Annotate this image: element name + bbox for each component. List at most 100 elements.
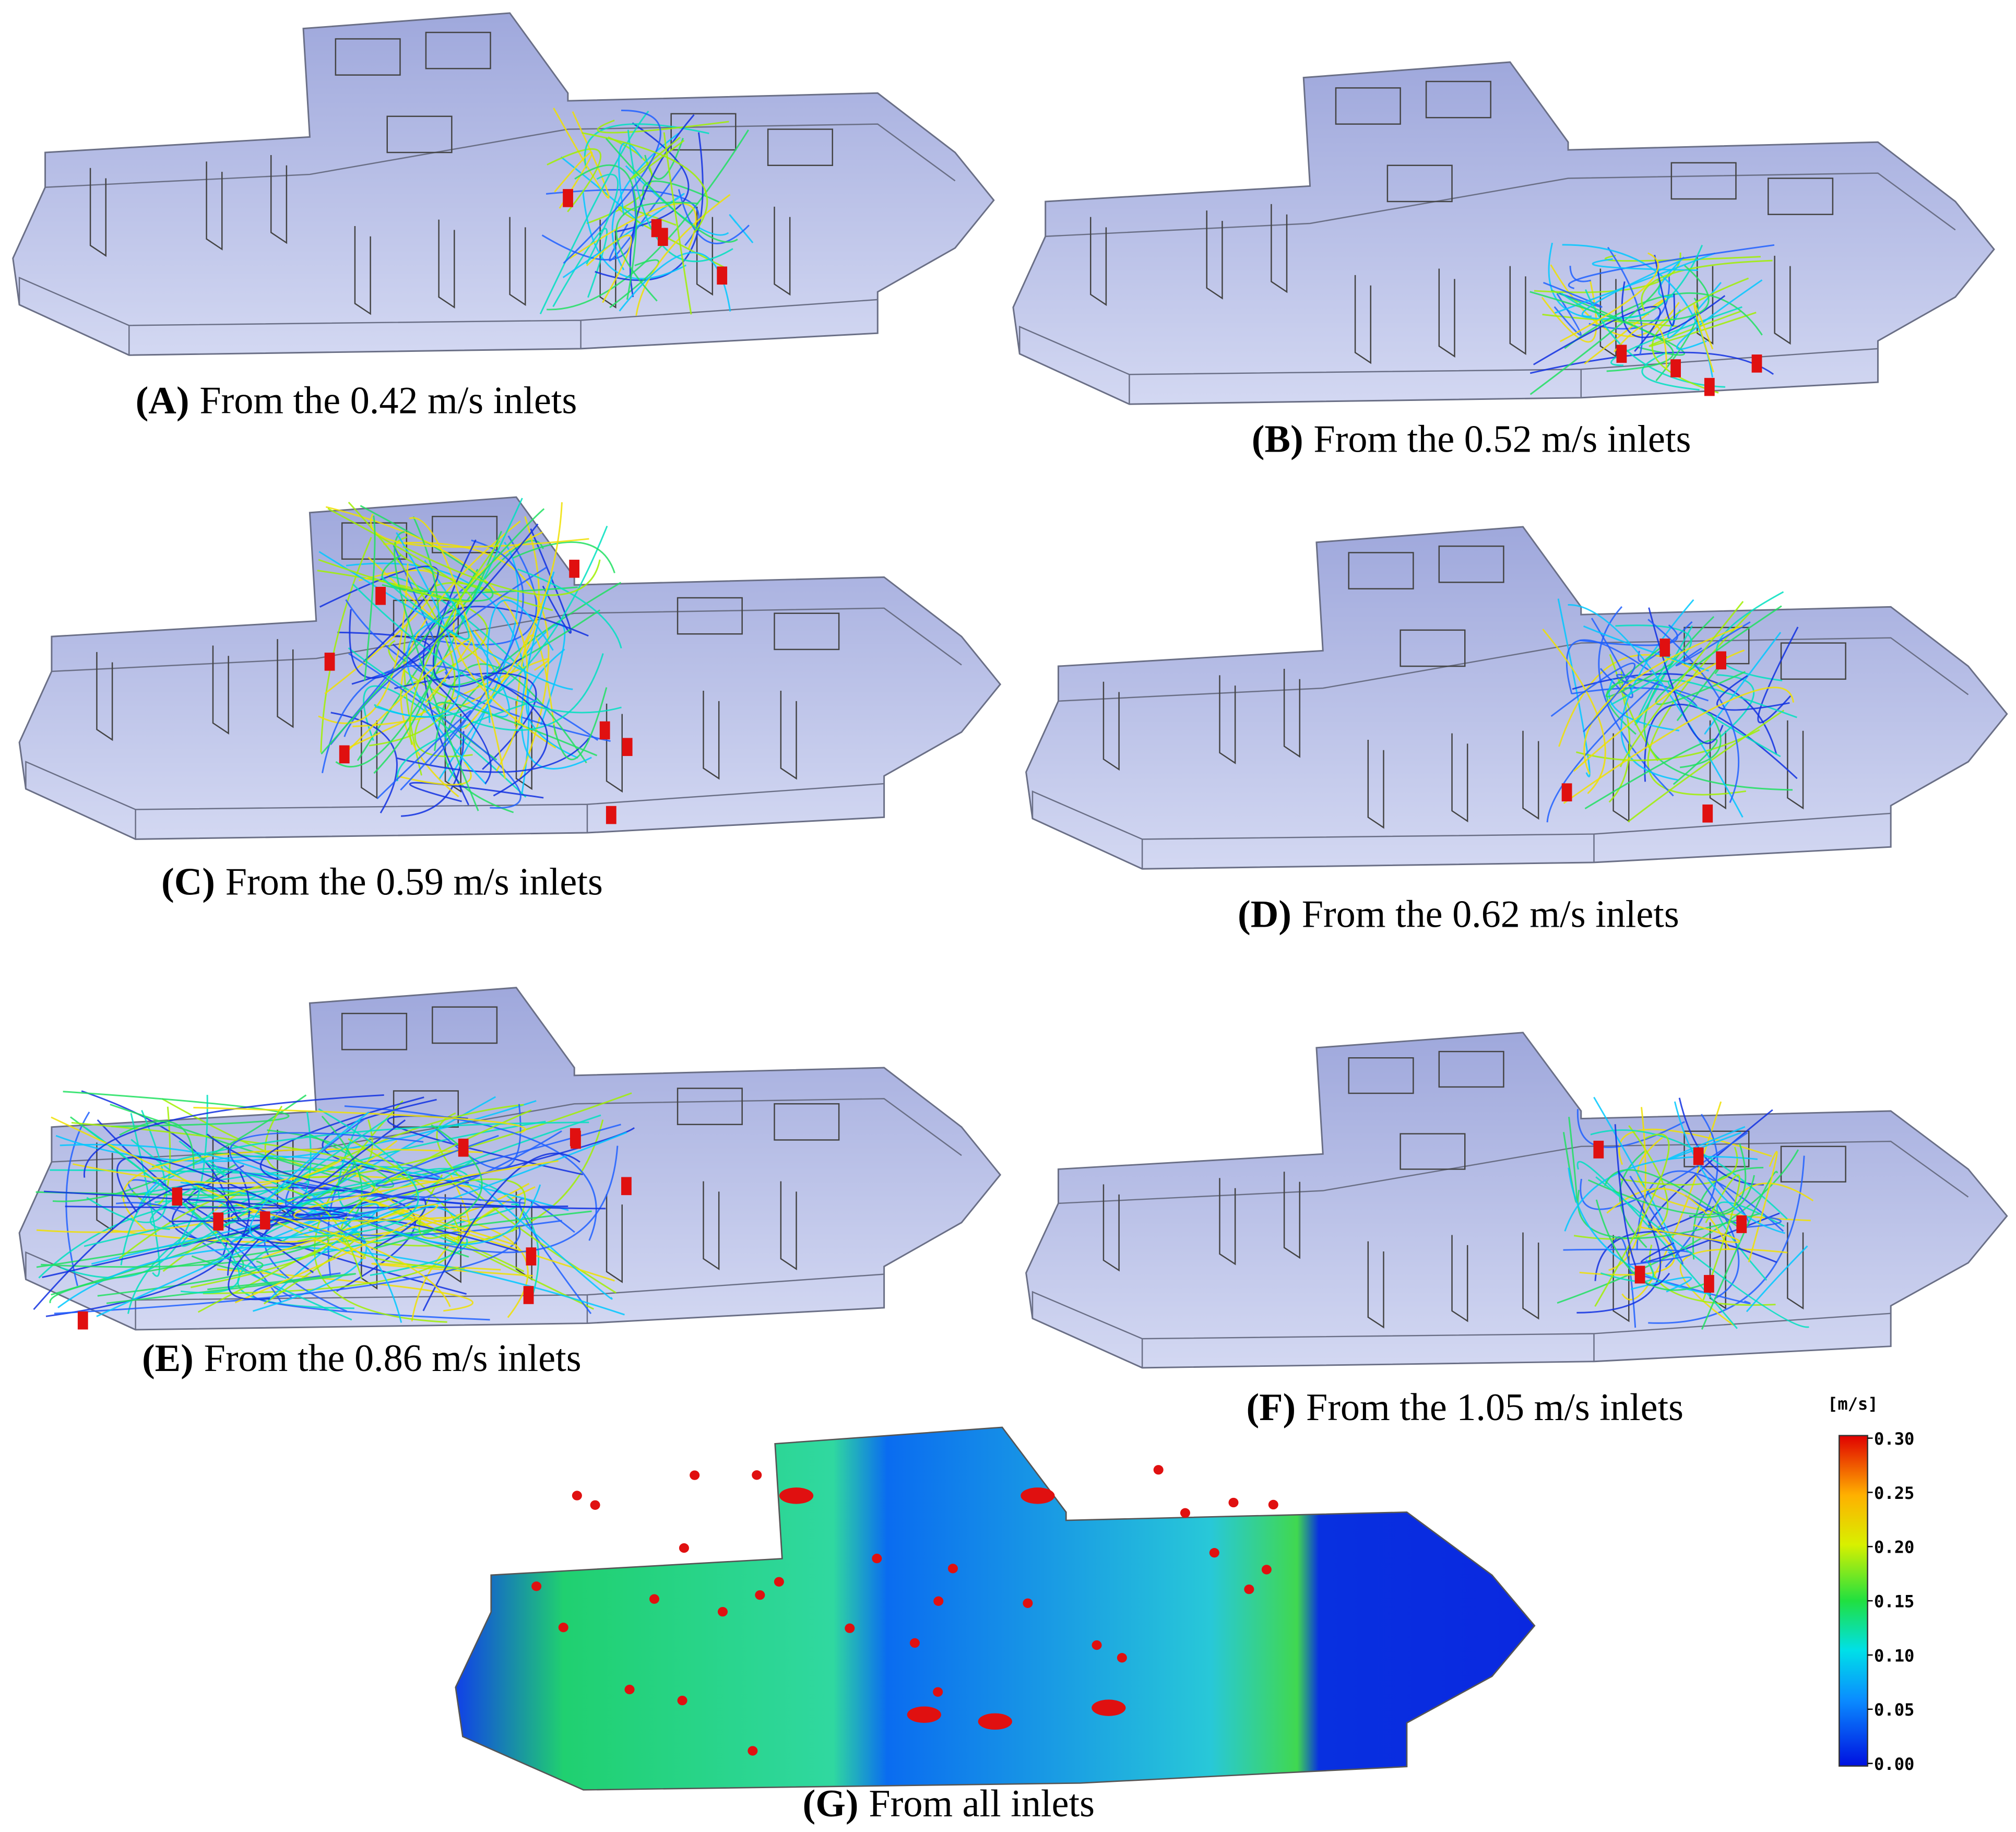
wall [354,226,371,315]
inlet [458,1138,469,1157]
wall [515,1191,532,1281]
streamline [1655,298,1699,382]
caption-text: From the 0.86 m/s inlets [204,1337,582,1380]
streamline [86,1110,168,1223]
wall [361,710,378,799]
wall [1451,733,1468,823]
streamline [190,1230,330,1289]
room [1438,1050,1504,1088]
caption: (G) From all inlets [803,1782,1095,1825]
inlet [651,219,662,238]
wall [1438,268,1455,358]
streamline [1584,298,1666,364]
panel: (E) From the 0.86 m/s inlets [18,987,1002,1380]
inlet [774,1577,784,1587]
streamline [1651,277,1749,394]
caption: (E) From the 0.86 m/s inlets [142,1337,582,1380]
streamline [73,1159,342,1184]
wall [1522,1232,1539,1320]
streamline [344,1105,597,1241]
streamline [1581,261,1680,317]
inlet [259,1211,270,1230]
streamline [1569,266,1591,282]
streamline [1618,1128,1772,1165]
streamline [412,535,537,646]
streamline [1619,601,1744,767]
streamline [1568,244,1775,289]
caption: (B) From the 0.52 m/s inlets [1252,418,1691,461]
streamline [106,1273,356,1304]
inlet [569,560,580,578]
inlet [1561,783,1572,801]
inlet [1702,804,1713,823]
inlet [375,587,386,605]
streamline [394,672,537,770]
inlet [679,1543,689,1553]
building [18,496,1002,840]
inlet [1117,1653,1127,1663]
wall [1354,275,1372,364]
streamline [1610,306,1742,367]
building-edge [1031,1140,1969,1368]
room [774,612,840,651]
streamline [1583,625,1709,672]
building [1025,526,2008,870]
streamline [127,1120,546,1314]
caption-text: From the 0.59 m/s inlets [226,861,603,904]
streamline [383,541,550,779]
room [432,1006,498,1044]
wall [206,161,223,251]
inlet [1209,1547,1219,1558]
panel: (F) From the 1.05 m/s inlets [1025,1032,2008,1429]
streamline [1594,1133,1670,1307]
streamline [1676,279,1763,350]
streamline [1576,1171,1662,1314]
streamline [453,531,556,749]
streamline [278,1130,562,1219]
render [1012,61,1995,405]
streamline [85,1127,240,1294]
building-edge [1019,172,1956,405]
streamline [1679,713,1722,769]
streamline [381,576,470,640]
streamline [436,1112,616,1294]
caption-text: From the 0.42 m/s inlets [199,379,577,422]
streamline [229,1132,424,1243]
streamline [348,653,521,809]
streamline [259,1096,424,1192]
streamline [193,1106,526,1134]
caption: (A) From the 0.42 m/s inlets [136,379,577,422]
streamline [1641,259,1773,312]
streamline [663,132,692,315]
streamline [346,562,530,794]
wall [703,691,720,780]
inlet [1751,354,1762,373]
streamline [1716,674,1755,738]
streamline [447,541,519,782]
wall [606,703,623,793]
colorbar-tick-label: 0.25 [1874,1483,1914,1503]
colorbar-tick-label: 0.10 [1874,1646,1914,1665]
wall [438,219,455,309]
streamline [293,1160,559,1222]
streamline [541,186,637,261]
streamline [318,551,573,690]
streamline [678,189,750,244]
render [12,12,995,356]
inlet [1180,1508,1190,1518]
streamline [1608,678,1679,731]
caption-label: (A) [136,379,189,422]
room [341,1012,408,1050]
inlet [213,1212,224,1231]
panels: (A) From the 0.42 m/s inlets (B) From the 0… [12,12,2008,1825]
inlet [570,1128,580,1147]
inlet [599,721,610,740]
streamline [321,508,545,755]
streamline [120,1167,328,1266]
streamline [179,1140,227,1177]
streamline [54,1226,521,1315]
streamline [1689,1175,1755,1218]
inlet [933,1687,943,1697]
wall [212,645,229,735]
inlet [1716,651,1726,670]
